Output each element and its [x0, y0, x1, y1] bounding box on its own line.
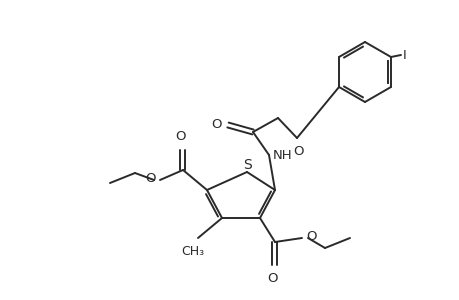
- Text: O: O: [145, 172, 156, 185]
- Text: S: S: [243, 158, 252, 172]
- Text: O: O: [211, 118, 222, 130]
- Text: O: O: [293, 145, 303, 158]
- Text: I: I: [402, 49, 406, 62]
- Text: O: O: [175, 130, 186, 143]
- Text: NH: NH: [272, 148, 292, 161]
- Text: CH₃: CH₃: [181, 245, 204, 258]
- Text: O: O: [305, 230, 316, 244]
- Text: O: O: [267, 272, 278, 285]
